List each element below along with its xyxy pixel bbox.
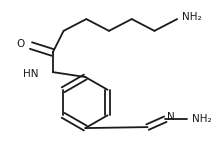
Text: O: O — [17, 39, 25, 49]
Text: HN: HN — [23, 69, 39, 79]
Text: NH₂: NH₂ — [192, 114, 212, 124]
Text: NH₂: NH₂ — [182, 12, 202, 22]
Text: N: N — [167, 112, 175, 122]
